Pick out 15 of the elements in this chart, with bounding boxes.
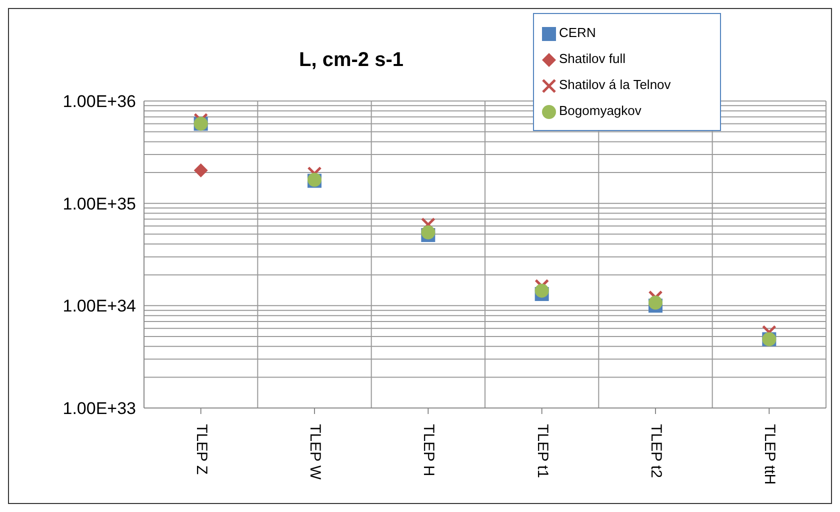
legend-label: Bogomyagkov [559, 103, 642, 118]
x-tick-label: TLEP W [306, 424, 324, 480]
chart-title: L, cm-2 s-1 [299, 49, 404, 72]
x-tick-label: TLEP Z [192, 424, 210, 475]
legend-label: CERN [559, 25, 596, 40]
y-tick-label: 1.00E+34 [62, 296, 136, 316]
y-tick-label: 1.00E+36 [62, 92, 136, 112]
legend-label: Shatilov full [559, 51, 626, 66]
x-tick-label: TLEP t1 [534, 424, 551, 478]
y-tick-label: 1.00E+35 [62, 194, 136, 214]
x-tick-label: TLEP ttH [761, 424, 778, 485]
x-tick-label: TLEP H [420, 424, 438, 476]
legend-label: Shatilov á la Telnov [559, 77, 671, 92]
x-tick-label: TLEP t2 [648, 424, 665, 478]
y-tick-label: 1.00E+33 [62, 399, 136, 418]
